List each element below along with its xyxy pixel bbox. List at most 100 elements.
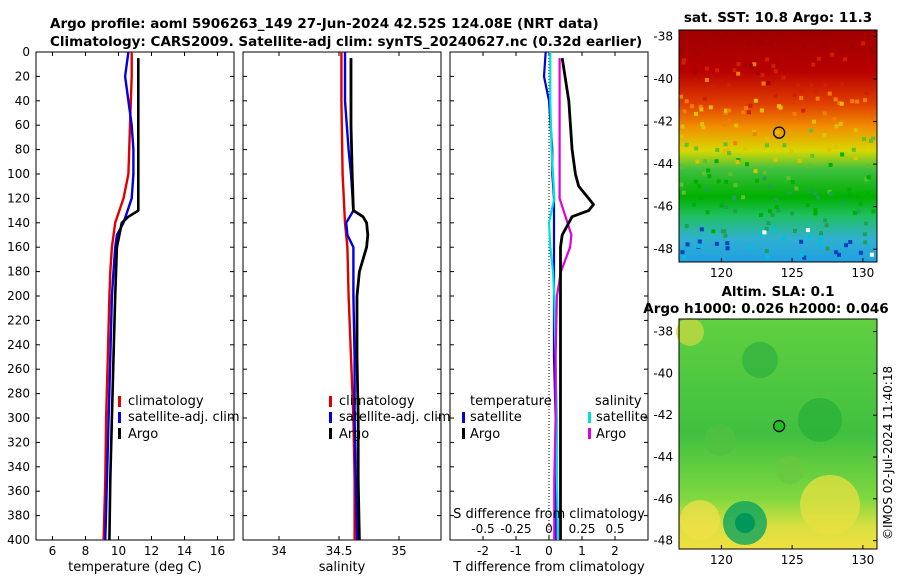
- sst-pixel: [733, 209, 738, 214]
- sst-pixel: [861, 41, 866, 46]
- sst-pixel: [723, 205, 728, 210]
- lat-tick-label: -40: [653, 366, 673, 380]
- sst-pixel: [861, 137, 866, 142]
- sst-pixel: [685, 242, 690, 247]
- sst-pixel: [734, 123, 739, 128]
- sst-pixel: [705, 210, 710, 215]
- sst-pixel: [787, 190, 792, 195]
- salinity-tick-label: 34: [271, 544, 286, 558]
- depth-tick-label: 40: [15, 94, 30, 108]
- sst-pixel: [799, 239, 804, 244]
- sst-pixel: [703, 37, 708, 42]
- depth-tick-label: 160: [7, 240, 30, 254]
- sst-pixel: [764, 249, 769, 254]
- sst-pixel: [801, 108, 806, 113]
- sst-pixel: [727, 140, 732, 145]
- argo-line: [108, 58, 140, 541]
- sst-pixel: [697, 184, 702, 189]
- lon-tick-label: 120: [710, 266, 733, 280]
- temperature-tick-label: 10: [111, 544, 126, 558]
- sst-pixel: [681, 58, 686, 63]
- sst-pixel: [683, 33, 688, 38]
- sst-pixel: [748, 103, 753, 108]
- sst-pixel: [866, 164, 871, 169]
- sst-pixel: [733, 141, 738, 146]
- sst-pixel: [837, 252, 842, 257]
- sst-pixel: [799, 96, 804, 101]
- t-difference-tick-label: -2: [477, 544, 489, 558]
- sst-pixel: [741, 110, 746, 115]
- sla-blob: [776, 456, 804, 484]
- sst-pixel: [840, 82, 845, 87]
- sst-pixel: [856, 194, 861, 199]
- depth-tick-label: 120: [7, 191, 30, 205]
- depth-tick-label: 280: [7, 387, 30, 401]
- sst-pixel: [795, 83, 800, 88]
- sst-pixel: [764, 143, 769, 148]
- sst-pixel: [827, 91, 832, 96]
- sla-blob: [798, 398, 842, 442]
- sst-pixel: [790, 180, 795, 185]
- sla-blob: [800, 475, 860, 535]
- sst-pixel: [833, 97, 838, 102]
- sst-pixel: [704, 77, 709, 82]
- sst-pixel: [822, 132, 827, 137]
- depth-tick-label: 220: [7, 313, 30, 327]
- sst-pixel: [756, 70, 761, 75]
- sst-pixel: [754, 178, 759, 183]
- sst-pixel: [716, 179, 721, 184]
- sst-pixel: [849, 47, 854, 52]
- sst-pixel: [723, 142, 728, 147]
- sst-pixel: [752, 132, 757, 137]
- s-satellite-line: [547, 52, 560, 541]
- legend-climatology-swatch: [118, 396, 121, 407]
- depth-tick-label: 20: [15, 69, 30, 83]
- lat-tick-label: -46: [653, 492, 673, 506]
- sst-pixel: [753, 98, 758, 103]
- sst-pixel: [839, 101, 844, 106]
- sst-pixel: [809, 83, 814, 88]
- sst-pixel: [727, 151, 732, 156]
- sst-pixel: [792, 93, 797, 98]
- temperature-plot-frame: [35, 51, 235, 541]
- depth-tick-label: 60: [15, 118, 30, 132]
- sst-pixel: [759, 108, 764, 113]
- sst-pixel: [810, 153, 815, 158]
- sst-pixel: [762, 170, 767, 175]
- sst-pixel: [858, 250, 863, 255]
- sst-pixel: [753, 169, 758, 174]
- legend-temperature-title: temperature: [470, 394, 552, 409]
- sst-pixel: [694, 146, 699, 151]
- sst-pixel: [684, 142, 689, 147]
- sst-pixel: [773, 93, 778, 98]
- sst-pixel: [764, 85, 769, 90]
- sst-pixel: [822, 111, 827, 116]
- sst-pixel: [741, 195, 746, 200]
- sst-pixel: [841, 201, 846, 206]
- sst-pixel: [830, 87, 835, 92]
- sst-pixel: [774, 197, 779, 202]
- sst-pixel: [793, 51, 798, 56]
- s-difference-tick-labels: -0.5 -0.25 0 0.25 0.5: [471, 522, 624, 536]
- sst-pixel: [759, 231, 764, 236]
- s-difference-tick-label: 0.25: [569, 522, 596, 536]
- sst-pixel: [715, 147, 720, 152]
- sst-pixel: [781, 75, 786, 80]
- sst-pixel: [739, 34, 744, 39]
- sst-pixel: [871, 50, 876, 55]
- sst-pixel: [690, 104, 695, 109]
- t-difference-tick-label: 1: [578, 544, 586, 558]
- difference-legend: temperature satellite Argo salinity sate…: [462, 394, 648, 442]
- sst-pixel: [766, 221, 771, 226]
- legend-argo-label: Argo: [339, 427, 369, 442]
- sst-pixel: [733, 183, 738, 188]
- sst-pixel: [679, 94, 684, 99]
- sst-pixel: [839, 48, 844, 53]
- sst-pixel: [752, 62, 757, 67]
- sst-pixel: [810, 65, 815, 70]
- sst-pixel: [679, 51, 684, 56]
- lat-tick-label: -44: [653, 450, 673, 464]
- sst-pixel: [732, 68, 737, 73]
- sst-lat-ticks: -38 -40 -42 -44 -46 -48: [653, 29, 877, 256]
